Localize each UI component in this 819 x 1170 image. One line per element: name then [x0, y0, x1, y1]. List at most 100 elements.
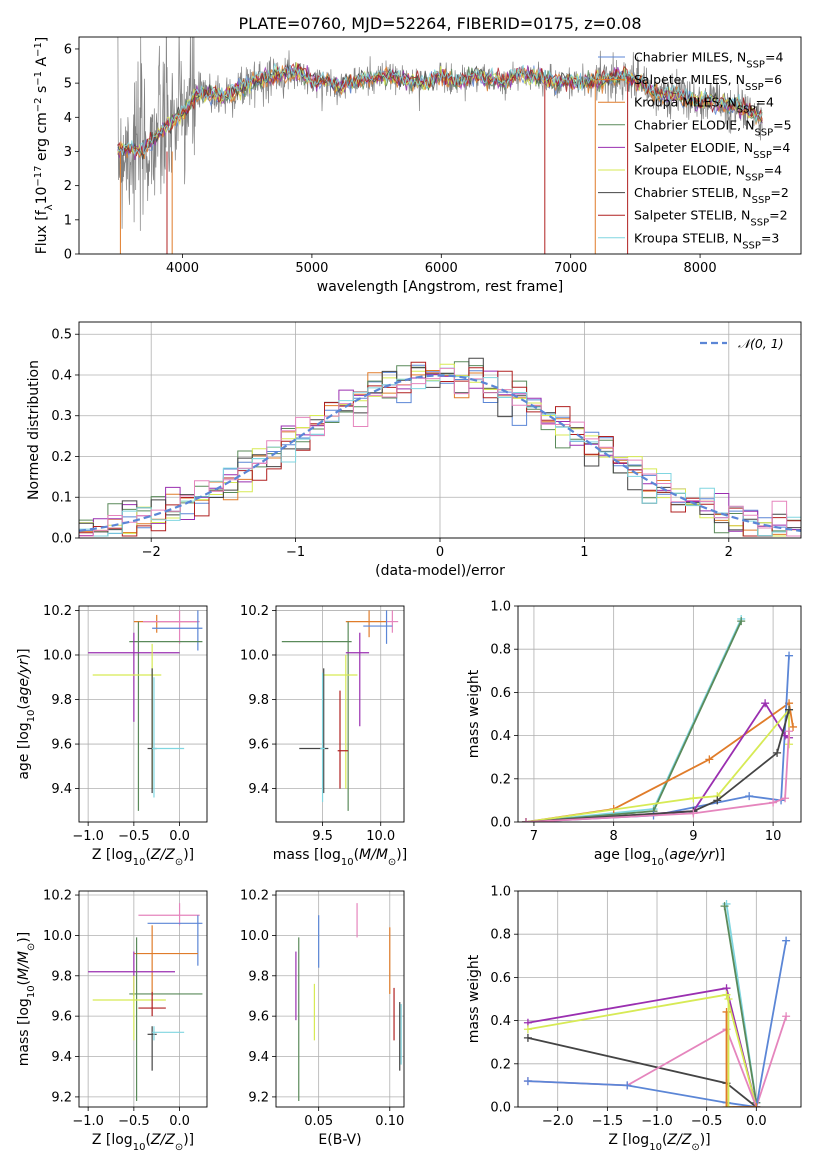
y-tick-label: 4: [64, 111, 72, 126]
histogram-step: [79, 367, 801, 537]
x-tick-label: 10.0: [366, 829, 395, 844]
y-tick-label: 0.2: [490, 772, 511, 787]
weight-line-4: [527, 1037, 757, 1107]
weight-marker: [523, 1033, 532, 1042]
y-tick-label: 9.8: [51, 969, 72, 984]
legend-entry: Chabrier MILES, NSSP=4: [634, 50, 783, 71]
panel-residuals: −2 −1 0 1 2 0.0 0.1 0.2 0.3 0.4 0.5 𝒩(0, 1) (data-mo…: [26, 321, 802, 579]
x-tick-label: −1.0: [72, 1114, 104, 1129]
plot-area: [295, 903, 402, 1101]
y-tick-label: 9.4: [51, 782, 72, 797]
plot-area: [88, 903, 203, 1101]
axes-frame: [517, 890, 802, 1108]
weight-marker: [623, 1081, 632, 1090]
axes-frame: [78, 321, 802, 539]
y-tick-label: 0: [64, 248, 72, 263]
chart-panels: 4000 5000 6000 7000 8000 0 1 2 3 4 5 6 Chabrier MILE…: [16, 36, 802, 1153]
panel-age-vs-Z: −1.0 −0.5 0.0 9.4 9.6 9.8 10.0 10.2 Z [log10(Z/Z…: [16, 604, 208, 868]
plot-area: [117, 37, 763, 254]
legend-entry: Kroupa ELODIE, NSSP=4: [634, 163, 782, 184]
x-tick-label: 10: [765, 829, 782, 844]
y-tick-label: 0.6: [490, 686, 511, 701]
y-tick-label: 9.6: [51, 738, 72, 753]
y-tick-label: 6: [64, 42, 72, 57]
model-line-5: [117, 62, 763, 156]
y-axis-label: Normed distribution: [26, 360, 42, 500]
weight-marker: [689, 809, 698, 818]
x-tick-label: −1: [286, 545, 305, 560]
legend-normal: 𝒩(0, 1): [738, 336, 784, 351]
weight-marker: [705, 755, 714, 764]
x-axis-label: age [log10(age/yr)]: [594, 847, 725, 868]
x-axis-label: Z [log10(Z/Z⊙)]: [608, 1132, 710, 1153]
y-tick-label: 9.8: [51, 693, 72, 708]
panel-spectrum: 4000 5000 6000 7000 8000 0 1 2 3 4 5 6 Chabrier MILE…: [33, 36, 802, 295]
weight-marker: [722, 1103, 731, 1107]
y-tick-label: 10.2: [43, 604, 72, 619]
x-tick-label: 0.0: [746, 1114, 767, 1129]
axes-frame: [78, 36, 802, 255]
weight-marker: [782, 1012, 791, 1021]
x-tick-label: 1: [580, 545, 588, 560]
axes-frame: [78, 605, 208, 823]
y-tick-label: 0.1: [51, 491, 72, 506]
y-tick-label: 9.4: [248, 1050, 269, 1065]
weight-marker: [737, 617, 746, 626]
y-tick-label: 0.8: [490, 643, 511, 658]
plot-area: [79, 357, 801, 537]
weight-marker: [785, 651, 794, 660]
plot-area: [523, 899, 791, 1107]
x-tick-label: 8000: [684, 261, 717, 276]
weight-marker: [720, 902, 729, 911]
y-tick-label: 0.0: [490, 1101, 511, 1116]
x-axis-label: (data-model)/error: [375, 563, 505, 579]
legend-entry: Salpeter STELIB, NSSP=2: [634, 208, 788, 229]
y-tick-label: 9.4: [51, 1050, 72, 1065]
y-tick-label: 10.0: [43, 929, 72, 944]
y-tick-label: 2: [64, 179, 72, 194]
weight-line-2: [527, 987, 758, 1107]
y-tick-label: 10.2: [240, 889, 269, 904]
y-tick-label: 10.2: [43, 889, 72, 904]
x-axis-label: Z [log10(Z/Z⊙)]: [92, 1132, 194, 1153]
legend-entry: Chabrier STELIB, NSSP=2: [634, 185, 789, 206]
x-axis-label: E(B-V): [318, 1132, 361, 1148]
y-tick-label: 0.6: [490, 971, 511, 986]
x-tick-label: 0.05: [304, 1114, 333, 1129]
y-axis-label: mass weight: [466, 954, 482, 1043]
y-tick-label: 0.8: [490, 928, 511, 943]
weight-marker: [785, 705, 794, 714]
legend-entry: Chabrier ELODIE, NSSP=5: [634, 117, 792, 138]
panel-weight-vs-Z: −2.0 −1.5 −1.0 −0.5 0.0 0.0 0.2 0.4 0.6 0.8 1.0 Z […: [466, 885, 802, 1153]
y-axis-label: age [log10(age/yr)]: [16, 648, 37, 779]
y-tick-label: 0.4: [490, 729, 511, 744]
x-tick-label: 7: [530, 829, 538, 844]
y-tick-label: 1: [64, 213, 72, 228]
x-tick-label: 4000: [166, 261, 199, 276]
x-tick-label: −1.0: [641, 1114, 673, 1129]
x-tick-label: 8: [610, 829, 618, 844]
x-axis-label: wavelength [Angstrom, rest frame]: [317, 279, 563, 295]
plot-area: [88, 610, 203, 811]
y-tick-label: 10.0: [240, 648, 269, 663]
weight-marker: [769, 798, 778, 807]
weight-marker: [724, 1103, 733, 1107]
model-line-7: [117, 63, 763, 157]
x-tick-label: 2: [725, 545, 733, 560]
weight-marker: [761, 699, 770, 708]
model-line-8: [117, 63, 763, 157]
y-tick-label: 0.0: [51, 532, 72, 547]
y-tick-label: 0.2: [490, 1057, 511, 1072]
legend-entry: Kroupa MILES, NSSP=4: [634, 95, 774, 116]
legend-entry: Salpeter ELODIE, NSSP=4: [634, 140, 790, 161]
normal-curve: [79, 374, 801, 532]
x-tick-label: −2: [142, 545, 161, 560]
weight-line-1: [723, 905, 758, 1103]
y-tick-label: 0.3: [51, 409, 72, 424]
y-tick-label: 9.4: [248, 782, 269, 797]
x-axis-label: mass [log10(M/M⊙)]: [273, 847, 407, 868]
axes-frame: [275, 605, 405, 823]
panel-mass-vs-Z: −1.0 −0.5 0.0 9.2 9.4 9.6 9.8 10.0 10.2 Z [log10(…: [16, 889, 208, 1153]
x-tick-label: 0.0: [169, 1114, 190, 1129]
axes-frame: [78, 890, 208, 1108]
